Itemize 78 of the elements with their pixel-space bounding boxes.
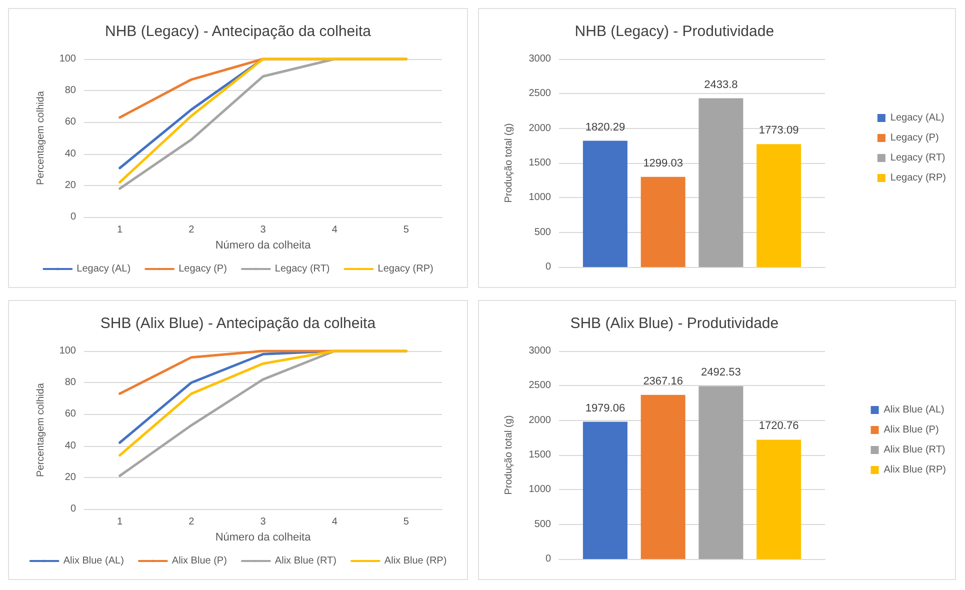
legend-label: Alix Blue (RT) [884,444,946,456]
legend-label: Alix Blue (P) [884,424,939,436]
y-tick-label: 1000 [528,192,552,204]
x-tick-label: 5 [403,516,410,528]
x-tick-label: 1 [117,224,124,236]
y-tick-label: 80 [64,377,76,388]
bar [640,394,686,559]
y-tick-label: 40 [64,440,76,452]
y-tick-label: 3000 [528,346,552,356]
y-tick-label: 80 [64,85,76,96]
bar [756,440,802,559]
legend-label: Alix Blue (P) [172,556,227,566]
y-tick-label: 3000 [528,54,552,64]
y-tick-label: 100 [59,54,76,64]
data-label: 1299.03 [643,157,683,170]
x-tick-label: 4 [332,516,338,528]
legend-label: Legacy (P) [890,132,939,144]
y-tick-label: 2500 [528,88,552,100]
y-tick-label: 0 [70,504,76,514]
data-label: 1979.06 [585,402,626,414]
bar [698,386,744,559]
y-tick-label: 40 [64,148,76,160]
legend-label: Alix Blue (RP) [384,556,447,566]
x-tick-label: 3 [260,224,266,236]
y-tick-label: 1000 [528,484,552,496]
y-tick-label: 500 [534,226,552,238]
chart-title: SHB (Alix Blue) - Produtividade [570,315,779,332]
legend-label: Alix Blue (AL) [63,556,124,566]
x-tick-label: 5 [403,224,410,236]
x-tick-label: 2 [188,224,195,236]
chart-title: NHB (Legacy) - Antecipação da colheita [105,23,372,40]
legend-label: Legacy (AL) [76,264,131,274]
legend-label: Legacy (P) [178,264,227,274]
y-axis-title: Produção total (g) [504,415,514,495]
chart-title: NHB (Legacy) - Produtividade [574,23,774,40]
y-tick-label: 2000 [528,122,552,134]
data-label: 1773.09 [758,124,799,137]
legend-label: Legacy (RP) [378,264,434,274]
data-label: 2433.8 [704,78,738,91]
bar [582,140,628,267]
y-tick-label: 20 [64,472,76,483]
legend-label: Alix Blue (AL) [884,404,944,416]
legend-label: Alix Blue (RT) [274,556,336,566]
data-label: 1820.29 [585,121,626,134]
chart-title: SHB (Alix Blue) - Antecipação da colheita [100,315,376,332]
y-tick-label: 0 [545,262,552,272]
legend-label: Legacy (AL) [890,112,944,124]
data-label: 2367.16 [643,375,683,388]
y-tick-label: 500 [534,518,552,530]
y-tick-label: 0 [70,212,76,222]
bar [698,98,744,267]
y-axis-title: Percentagem colhida [36,382,46,477]
y-tick-label: 60 [64,408,76,420]
x-axis-title: Número da colheita [215,239,312,252]
y-tick-label: 1500 [528,158,552,168]
y-tick-label: 60 [64,116,76,128]
x-tick-label: 3 [260,516,266,528]
legend-label: Legacy (RT) [890,152,946,164]
y-tick-label: 1500 [528,450,552,460]
y-tick-label: 2500 [528,380,552,392]
y-tick-label: 2000 [528,414,552,426]
bar [640,176,686,267]
x-tick-label: 2 [188,516,195,528]
y-tick-label: 20 [64,180,76,191]
y-tick-label: 0 [545,554,552,564]
legend-label: Legacy (RT) [274,264,330,274]
x-tick-label: 4 [332,224,338,236]
x-axis-title: Número da colheita [215,531,312,544]
y-axis-title: Percentagem colhida [36,90,46,185]
data-label: 1720.76 [758,420,799,432]
y-axis-title: Produção total (g) [504,123,514,203]
bar [756,144,802,267]
y-tick-label: 100 [59,346,76,356]
legend-label: Legacy (RP) [890,172,946,184]
data-label: 2492.53 [701,366,741,379]
legend-label: Alix Blue (RP) [884,464,946,476]
x-tick-label: 1 [117,516,124,528]
bar [582,422,628,559]
